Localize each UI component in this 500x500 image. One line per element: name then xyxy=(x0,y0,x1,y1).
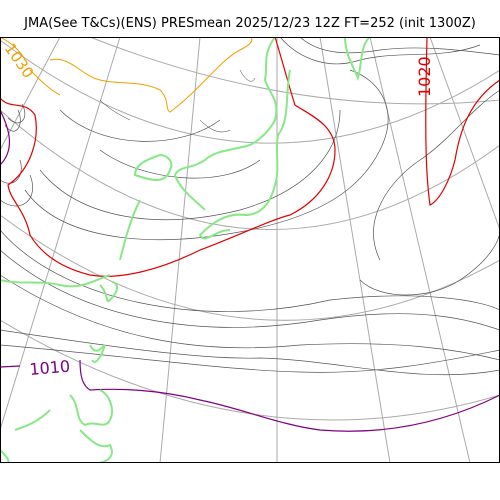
coastline-detail xyxy=(99,69,256,133)
isobar-label-1010: 1010 xyxy=(29,357,71,379)
isobar-label-1030: 1030 xyxy=(1,40,38,82)
isobar-1010 xyxy=(0,109,500,432)
isobar-1030 xyxy=(0,37,253,113)
isobar-label-1020: 1020 xyxy=(415,56,434,97)
isobar-1020 xyxy=(0,37,500,277)
map-title: JMA(See T&Cs)(ENS) PRESmean 2025/12/23 1… xyxy=(24,16,476,31)
map-border xyxy=(0,37,500,463)
graticule xyxy=(0,37,500,463)
coastline xyxy=(0,37,371,463)
isobars-other xyxy=(0,37,500,376)
pressure-map: 1030 1020 1010 xyxy=(0,37,500,463)
